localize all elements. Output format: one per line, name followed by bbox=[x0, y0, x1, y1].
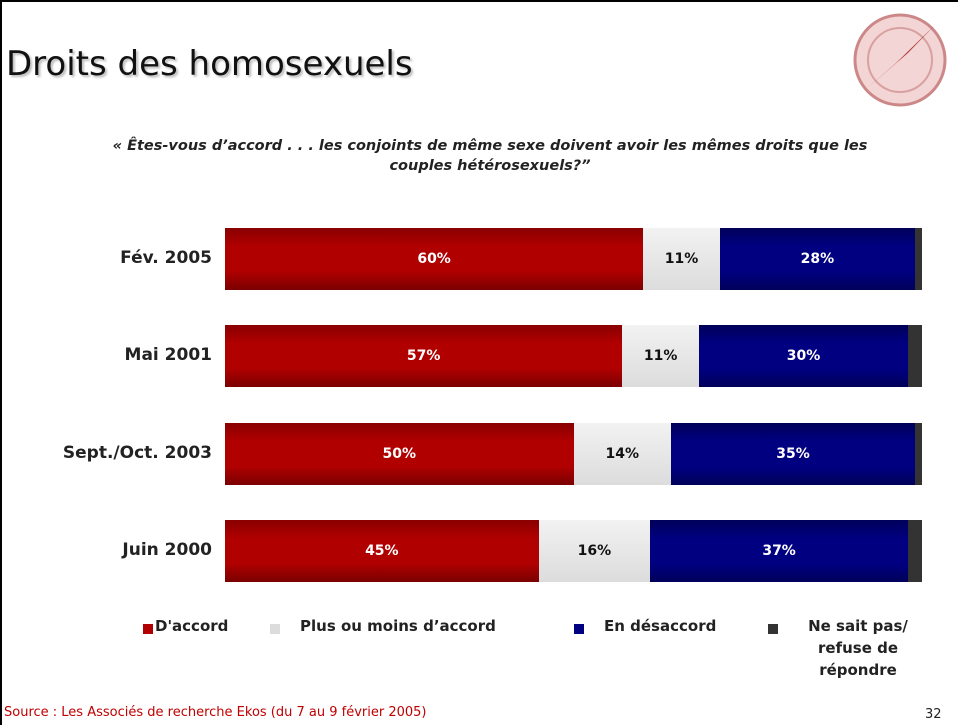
bar-segment: 45% bbox=[225, 520, 539, 582]
legend-label: D'accord bbox=[155, 617, 229, 635]
value-label: 16% bbox=[577, 543, 612, 559]
compass-logo bbox=[853, 13, 947, 107]
source: Source : Les Associés de recherche Ekos … bbox=[4, 705, 427, 720]
legend-swatch bbox=[270, 624, 280, 634]
bar-segment: 50% bbox=[225, 423, 574, 485]
legend-label: Ne sait pas/ refuse de répondre bbox=[808, 617, 908, 679]
value-label: 28% bbox=[800, 251, 835, 267]
top-border bbox=[0, 0, 958, 2]
bar-row: 50% 14% 35% bbox=[225, 423, 945, 485]
value-label: 30% bbox=[786, 348, 821, 364]
bar-segment: 28% bbox=[719, 228, 916, 290]
value-label: 11% bbox=[664, 251, 699, 267]
bar-segment bbox=[915, 423, 922, 485]
legend-label: Plus ou moins d’accord bbox=[300, 617, 496, 635]
title: Droits des homosexuels bbox=[6, 44, 413, 84]
bar-segment: 11% bbox=[622, 325, 699, 387]
bar-segment: 60% bbox=[225, 228, 644, 290]
value-label: 11% bbox=[643, 348, 678, 364]
bar-segment: 14% bbox=[573, 423, 672, 485]
bar-segment: 16% bbox=[538, 520, 651, 582]
left-border bbox=[0, 0, 2, 725]
bar-segment bbox=[908, 520, 922, 582]
legend-swatch bbox=[143, 624, 153, 634]
bar-segment: 57% bbox=[225, 325, 623, 387]
bar-row: 60% 11% 28% bbox=[225, 228, 945, 290]
category-label: Fév. 2005 bbox=[120, 248, 212, 268]
value-label: 37% bbox=[762, 543, 796, 559]
bar-segment: 30% bbox=[698, 325, 909, 387]
value-label: 60% bbox=[417, 251, 451, 267]
value-label: 50% bbox=[382, 446, 416, 462]
value-label: 57% bbox=[406, 348, 441, 364]
value-label: 45% bbox=[365, 543, 399, 559]
category-label: Mai 2001 bbox=[124, 345, 212, 365]
bar-segment: 11% bbox=[643, 228, 720, 290]
bar-segment bbox=[915, 228, 922, 290]
legend-swatch bbox=[574, 624, 584, 634]
page-number: 32 bbox=[925, 707, 942, 722]
value-label: 35% bbox=[776, 446, 810, 462]
legend-swatch bbox=[768, 624, 778, 634]
category-label: Juin 2000 bbox=[122, 540, 212, 560]
value-label: 14% bbox=[605, 446, 640, 462]
bar-segment: 35% bbox=[671, 423, 916, 485]
legend-label: En désaccord bbox=[604, 617, 717, 635]
bar-row: 57% 11% 30% bbox=[225, 325, 945, 387]
subtitle: « Êtes-vous d’accord . . . les conjoints… bbox=[112, 138, 868, 174]
bar-segment: 37% bbox=[650, 520, 909, 582]
category-label: Sept./Oct. 2003 bbox=[62, 443, 212, 463]
bar-segment bbox=[908, 325, 922, 387]
bar-row: 45% 16% 37% bbox=[225, 520, 945, 582]
